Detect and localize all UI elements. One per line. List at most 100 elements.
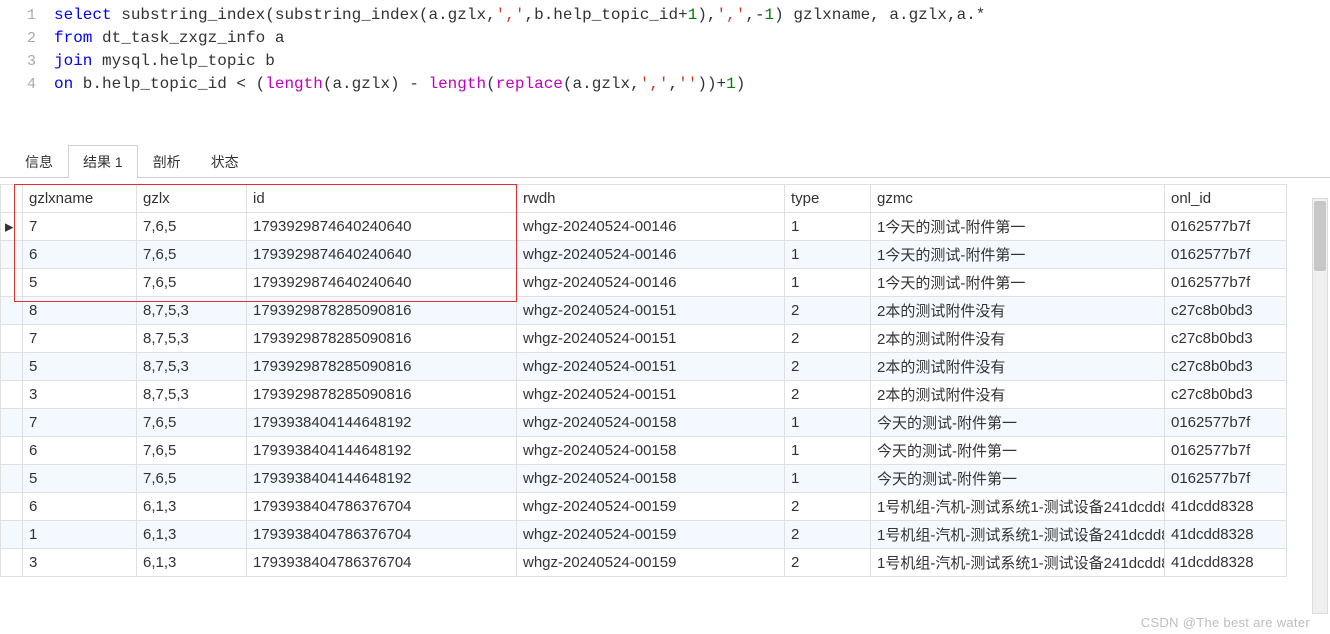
cell[interactable]: 0162577b7f bbox=[1165, 409, 1287, 437]
cell[interactable]: 7,6,5 bbox=[137, 409, 247, 437]
cell[interactable]: 41dcdd8328 bbox=[1165, 493, 1287, 521]
cell[interactable]: 1今天的测试-附件第一 bbox=[871, 269, 1165, 297]
cell[interactable]: 8,7,5,3 bbox=[137, 353, 247, 381]
table-row[interactable]: 78,7,5,31793929878285090816whgz-20240524… bbox=[1, 325, 1287, 353]
cell[interactable]: 6 bbox=[23, 493, 137, 521]
cell[interactable]: 6,1,3 bbox=[137, 493, 247, 521]
cell[interactable]: whgz-20240524-00158 bbox=[517, 409, 785, 437]
cell[interactable]: 1 bbox=[785, 241, 871, 269]
cell[interactable]: 1 bbox=[785, 213, 871, 241]
cell[interactable]: 1793929878285090816 bbox=[247, 381, 517, 409]
cell[interactable]: 0162577b7f bbox=[1165, 465, 1287, 493]
cell[interactable]: 2 bbox=[785, 493, 871, 521]
cell[interactable]: 7 bbox=[23, 213, 137, 241]
cell[interactable]: 6 bbox=[23, 437, 137, 465]
column-header[interactable]: id bbox=[247, 185, 517, 213]
cell[interactable]: 6 bbox=[23, 241, 137, 269]
cell[interactable]: 7,6,5 bbox=[137, 241, 247, 269]
tab-2[interactable]: 剖析 bbox=[138, 145, 196, 178]
cell[interactable]: 1793929878285090816 bbox=[247, 325, 517, 353]
cell[interactable]: 今天的测试-附件第一 bbox=[871, 437, 1165, 465]
cell[interactable]: whgz-20240524-00158 bbox=[517, 465, 785, 493]
cell[interactable]: 1793929874640240640 bbox=[247, 241, 517, 269]
cell[interactable]: 1793929874640240640 bbox=[247, 213, 517, 241]
cell[interactable]: 1 bbox=[785, 409, 871, 437]
cell[interactable]: 2 bbox=[785, 381, 871, 409]
cell[interactable]: 1793929874640240640 bbox=[247, 269, 517, 297]
cell[interactable]: whgz-20240524-00159 bbox=[517, 549, 785, 577]
table-row[interactable]: 16,1,31793938404786376704whgz-20240524-0… bbox=[1, 521, 1287, 549]
cell[interactable]: 1793938404144648192 bbox=[247, 409, 517, 437]
cell[interactable]: 6,1,3 bbox=[137, 549, 247, 577]
cell[interactable]: 2本的测试附件没有 bbox=[871, 353, 1165, 381]
table-row[interactable]: 58,7,5,31793929878285090816whgz-20240524… bbox=[1, 353, 1287, 381]
cell[interactable]: 1号机组-汽机-测试系统1-测试设备241dcdd8328 bbox=[871, 493, 1165, 521]
cell[interactable]: 1793938404144648192 bbox=[247, 465, 517, 493]
cell[interactable]: 0162577b7f bbox=[1165, 241, 1287, 269]
cell[interactable]: 8,7,5,3 bbox=[137, 381, 247, 409]
column-header[interactable]: type bbox=[785, 185, 871, 213]
sql-editor[interactable]: 1select substring_index(substring_index(… bbox=[0, 0, 1330, 136]
cell[interactable]: 2 bbox=[785, 353, 871, 381]
cell[interactable]: 1793938404144648192 bbox=[247, 437, 517, 465]
tab-3[interactable]: 状态 bbox=[196, 145, 254, 178]
vertical-scrollbar[interactable] bbox=[1312, 198, 1328, 614]
column-header[interactable]: rwdh bbox=[517, 185, 785, 213]
cell[interactable]: whgz-20240524-00159 bbox=[517, 493, 785, 521]
cell[interactable]: 41dcdd8328 bbox=[1165, 549, 1287, 577]
cell[interactable]: whgz-20240524-00146 bbox=[517, 269, 785, 297]
cell[interactable]: 1793938404786376704 bbox=[247, 549, 517, 577]
cell[interactable]: c27c8b0bd3 bbox=[1165, 297, 1287, 325]
cell[interactable]: 3 bbox=[23, 381, 137, 409]
cell[interactable]: 1号机组-汽机-测试系统1-测试设备241dcdd8328 bbox=[871, 521, 1165, 549]
cell[interactable]: 2 bbox=[785, 297, 871, 325]
cell[interactable]: 1793938404786376704 bbox=[247, 493, 517, 521]
table-row[interactable]: 38,7,5,31793929878285090816whgz-20240524… bbox=[1, 381, 1287, 409]
cell[interactable]: 1今天的测试-附件第一 bbox=[871, 241, 1165, 269]
cell[interactable]: 7,6,5 bbox=[137, 213, 247, 241]
cell[interactable]: 1793929878285090816 bbox=[247, 297, 517, 325]
column-header[interactable]: gzmc bbox=[871, 185, 1165, 213]
cell[interactable]: c27c8b0bd3 bbox=[1165, 353, 1287, 381]
cell[interactable]: 0162577b7f bbox=[1165, 213, 1287, 241]
cell[interactable]: whgz-20240524-00151 bbox=[517, 353, 785, 381]
table-row[interactable]: 67,6,51793929874640240640whgz-20240524-0… bbox=[1, 241, 1287, 269]
cell[interactable]: 8,7,5,3 bbox=[137, 325, 247, 353]
table-row[interactable]: 57,6,51793938404144648192whgz-20240524-0… bbox=[1, 465, 1287, 493]
cell[interactable]: 5 bbox=[23, 465, 137, 493]
cell[interactable]: 1 bbox=[785, 465, 871, 493]
cell[interactable]: 2 bbox=[785, 325, 871, 353]
cell[interactable]: whgz-20240524-00158 bbox=[517, 437, 785, 465]
cell[interactable]: 1793929878285090816 bbox=[247, 353, 517, 381]
cell[interactable]: whgz-20240524-00146 bbox=[517, 241, 785, 269]
table-row[interactable]: 67,6,51793938404144648192whgz-20240524-0… bbox=[1, 437, 1287, 465]
cell[interactable]: 1793938404786376704 bbox=[247, 521, 517, 549]
result-grid[interactable]: gzlxnamegzlxidrwdhtypegzmconl_id ▶77,6,5… bbox=[0, 184, 1287, 577]
tab-0[interactable]: 信息 bbox=[10, 145, 68, 178]
cell[interactable]: 8,7,5,3 bbox=[137, 297, 247, 325]
table-row[interactable]: 88,7,5,31793929878285090816whgz-20240524… bbox=[1, 297, 1287, 325]
cell[interactable]: whgz-20240524-00151 bbox=[517, 297, 785, 325]
table-row[interactable]: 57,6,51793929874640240640whgz-20240524-0… bbox=[1, 269, 1287, 297]
column-header[interactable]: gzlx bbox=[137, 185, 247, 213]
table-row[interactable]: ▶77,6,51793929874640240640whgz-20240524-… bbox=[1, 213, 1287, 241]
cell[interactable]: whgz-20240524-00151 bbox=[517, 325, 785, 353]
cell[interactable]: 2 bbox=[785, 549, 871, 577]
code-content[interactable]: join mysql.help_topic b bbox=[54, 50, 275, 72]
cell[interactable]: 41dcdd8328 bbox=[1165, 521, 1287, 549]
tab-1[interactable]: 结果 1 bbox=[68, 145, 138, 178]
code-content[interactable]: select substring_index(substring_index(a… bbox=[54, 4, 985, 26]
cell[interactable]: whgz-20240524-00146 bbox=[517, 213, 785, 241]
column-header[interactable]: gzlxname bbox=[23, 185, 137, 213]
cell[interactable]: 1今天的测试-附件第一 bbox=[871, 213, 1165, 241]
cell[interactable]: whgz-20240524-00159 bbox=[517, 521, 785, 549]
cell[interactable]: 5 bbox=[23, 269, 137, 297]
cell[interactable]: 7,6,5 bbox=[137, 269, 247, 297]
scrollbar-thumb[interactable] bbox=[1314, 201, 1326, 271]
cell[interactable]: 2 bbox=[785, 521, 871, 549]
cell[interactable]: 1号机组-汽机-测试系统1-测试设备241dcdd8328 bbox=[871, 549, 1165, 577]
cell[interactable]: 8 bbox=[23, 297, 137, 325]
code-content[interactable]: on b.help_topic_id < (length(a.gzlx) - l… bbox=[54, 73, 745, 95]
cell[interactable]: 3 bbox=[23, 549, 137, 577]
cell[interactable]: 7 bbox=[23, 409, 137, 437]
